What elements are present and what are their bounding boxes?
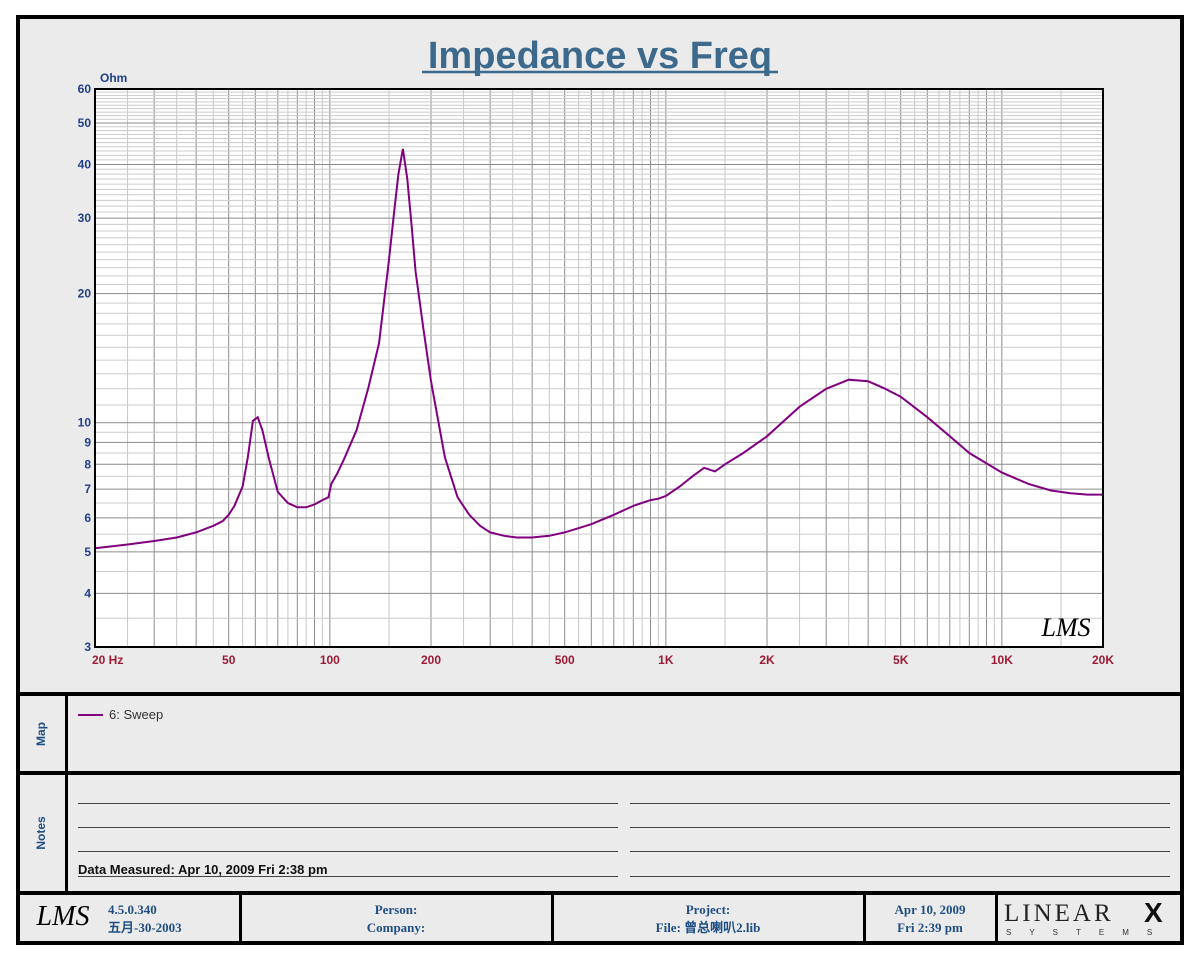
x-tick-label: 20 Hz <box>92 653 123 667</box>
software-version: 4.5.0.340 五月-30-2003 <box>108 901 182 937</box>
y-tick-label: 20 <box>78 287 92 301</box>
legend-entry: 6: Sweep <box>109 707 164 722</box>
note-line[interactable] <box>78 851 618 852</box>
linearx-logo: LINEAR X SYSTEMS <box>1004 898 1170 937</box>
series-line-sweep <box>94 148 1103 550</box>
separator-notes <box>16 771 1184 775</box>
person-company: Person: Company: <box>243 901 549 937</box>
note-line[interactable] <box>78 803 618 804</box>
footer-datetime: Apr 10, 2009 Fri 2:39 pm <box>867 901 993 937</box>
y-tick-label: 6 <box>84 511 91 525</box>
company-label: Company: <box>366 920 426 935</box>
y-tick-label: 60 <box>78 82 92 96</box>
x-tick-label: 500 <box>555 653 575 667</box>
project-file: Project: File: 曾总喇叭2.lib <box>555 901 861 937</box>
map-label: Map <box>34 722 48 746</box>
lms-logo: LMS <box>36 901 90 932</box>
person-label: Person: <box>374 902 418 917</box>
x-tick-label: 20K <box>1092 653 1114 667</box>
footer-time: Fri 2:39 pm <box>897 920 963 935</box>
y-tick-label: 7 <box>84 482 91 496</box>
y-tick-labels: 3 4 5 6 7 8 9 10 20 30 40 50 60 <box>78 82 92 654</box>
separator-map <box>16 692 1184 696</box>
note-line[interactable] <box>630 803 1170 804</box>
y-tick-label: 9 <box>84 435 91 449</box>
x-tick-label: 50 <box>222 653 236 667</box>
x-tick-label: 10K <box>991 653 1013 667</box>
x-tick-label: 200 <box>421 653 441 667</box>
note-line[interactable] <box>630 876 1170 877</box>
note-line[interactable] <box>630 851 1170 852</box>
x-tick-labels: 20 Hz 50 100 200 500 1K 2K 5K 10K 20K <box>92 653 1114 667</box>
chart-title: Impedance vs Freq <box>428 35 772 77</box>
y-tick-label: 30 <box>78 211 92 225</box>
legend: 6: Sweep <box>78 707 163 722</box>
note-line[interactable] <box>78 876 618 877</box>
lms-watermark: LMS <box>1040 613 1090 642</box>
y-tick-label: 8 <box>84 457 91 471</box>
notes-label: Notes <box>34 816 48 850</box>
footer-divider <box>995 895 998 941</box>
y-tick-label: 4 <box>84 586 91 600</box>
y-tick-label: 50 <box>78 116 92 130</box>
footer-divider <box>863 895 866 941</box>
y-tick-label: 3 <box>84 640 91 654</box>
left-label-column-divider <box>65 692 68 891</box>
plot-area <box>95 89 1103 647</box>
separator-footer <box>16 891 1184 895</box>
project-label: Project: <box>685 902 731 917</box>
x-tick-label: 2K <box>759 653 775 667</box>
linearx-brand: LINEAR <box>1004 900 1114 927</box>
footer-divider <box>239 895 242 941</box>
footer-divider <box>551 895 554 941</box>
note-line[interactable] <box>630 827 1170 828</box>
legend-swatch <box>78 713 103 716</box>
x-tick-label: 1K <box>658 653 674 667</box>
impedance-chart: Impedance vs Freq Ohm 3 4 5 6 7 8 9 10 20 30 40 50 6… <box>78 35 1115 667</box>
linearx-x: X <box>1144 898 1163 928</box>
data-measured: Data Measured: Apr 10, 2009 Fri 2:38 pm <box>78 862 328 877</box>
grid <box>94 88 1104 648</box>
y-axis-unit: Ohm <box>100 71 127 85</box>
x-tick-label: 100 <box>320 653 340 667</box>
y-tick-label: 5 <box>84 545 91 559</box>
version-number: 4.5.0.340 <box>108 902 157 917</box>
y-tick-label: 40 <box>78 158 92 172</box>
plot-border <box>94 88 1104 648</box>
y-tick-label: 10 <box>78 416 92 430</box>
linearx-systems: SYSTEMS <box>1006 928 1170 937</box>
file-label: File: 曾总喇叭2.lib <box>655 920 761 935</box>
x-tick-label: 5K <box>893 653 909 667</box>
version-date: 五月-30-2003 <box>108 920 182 935</box>
footer-date: Apr 10, 2009 <box>894 902 966 917</box>
note-line[interactable] <box>78 827 618 828</box>
